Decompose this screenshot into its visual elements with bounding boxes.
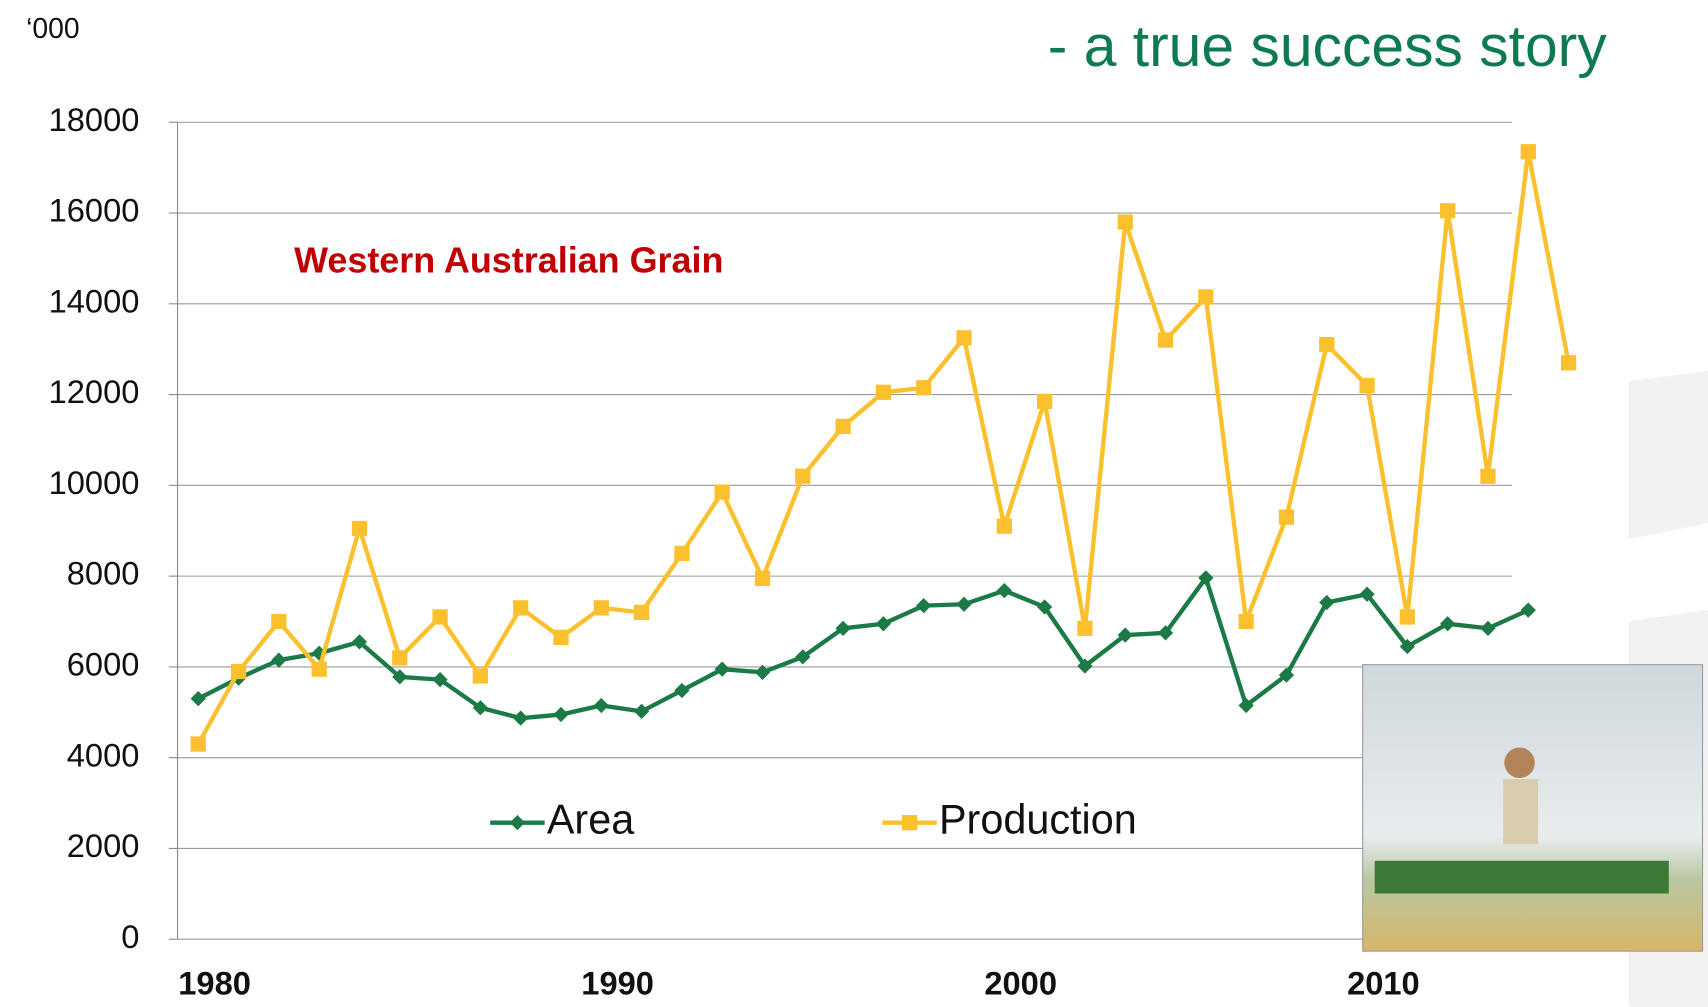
point	[594, 600, 609, 615]
point	[916, 598, 931, 613]
legend-label: Area	[547, 797, 635, 843]
point	[634, 605, 649, 620]
point	[674, 683, 689, 698]
point	[835, 419, 850, 434]
point	[1319, 337, 1334, 352]
x-tick-label: 1980	[178, 965, 251, 1002]
y-tick-label: 18000	[49, 101, 140, 138]
point	[876, 616, 891, 631]
point	[1521, 603, 1536, 618]
point	[755, 571, 770, 586]
point	[876, 385, 891, 400]
point	[715, 662, 730, 677]
point	[1359, 378, 1374, 393]
point	[1158, 332, 1173, 347]
point	[432, 609, 447, 624]
point	[1480, 621, 1495, 636]
photo	[1363, 665, 1703, 951]
point	[392, 650, 407, 665]
point	[553, 630, 568, 645]
point	[1279, 509, 1294, 524]
point	[191, 736, 206, 751]
point	[1561, 355, 1576, 370]
unit-label: ‘000	[26, 13, 80, 45]
point	[473, 668, 488, 683]
x-tick-label: 2010	[1347, 965, 1420, 1002]
x-tick-label: 1990	[581, 965, 654, 1002]
y-tick-label: 0	[121, 918, 139, 955]
slide: ‘000 - a true success story Western Aust…	[0, 0, 1708, 1007]
point	[997, 519, 1012, 534]
point	[674, 546, 689, 561]
y-tick-label: 12000	[49, 373, 140, 410]
point	[956, 330, 971, 345]
point	[1400, 609, 1415, 624]
x-tick-label: 2000	[984, 965, 1057, 1002]
point	[1521, 144, 1536, 159]
y-tick-label: 14000	[49, 282, 140, 319]
point	[1440, 203, 1455, 218]
y-tick-label: 8000	[67, 555, 140, 592]
y-tick-label: 16000	[49, 192, 140, 229]
y-tick-label: 4000	[67, 736, 140, 773]
point	[312, 662, 327, 677]
point	[594, 698, 609, 713]
point	[997, 583, 1012, 598]
point	[231, 664, 246, 679]
point	[513, 711, 528, 726]
point	[191, 691, 206, 706]
point	[513, 600, 528, 615]
point	[271, 614, 286, 629]
point	[352, 521, 367, 536]
chart-subtitle: Western Australian Grain	[294, 239, 723, 280]
chart-title: - a true success story	[1048, 14, 1607, 79]
point	[956, 597, 971, 612]
point	[553, 707, 568, 722]
point	[1037, 394, 1052, 409]
point	[634, 704, 649, 719]
point	[715, 485, 730, 500]
point	[1118, 214, 1133, 229]
point	[271, 652, 286, 667]
point	[916, 380, 931, 395]
y-tick-label: 6000	[67, 646, 140, 683]
y-tick-label: 10000	[49, 464, 140, 501]
legend-marker	[902, 815, 917, 830]
legend-label: Production	[939, 797, 1137, 843]
point	[1239, 614, 1254, 629]
point	[1480, 469, 1495, 484]
point	[1077, 621, 1092, 636]
legend-marker	[510, 815, 525, 830]
y-tick-label: 2000	[67, 827, 140, 864]
point	[795, 469, 810, 484]
point	[1198, 289, 1213, 304]
